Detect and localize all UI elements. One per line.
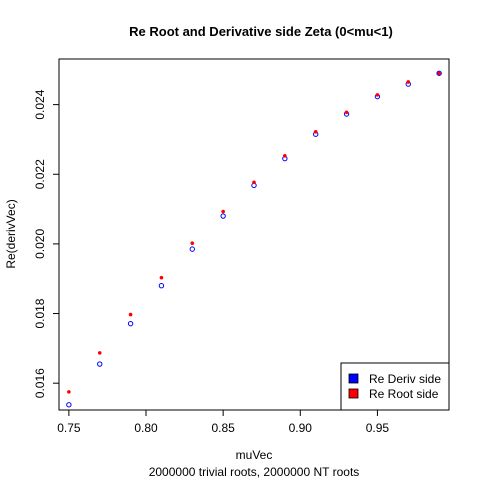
root-point xyxy=(128,312,133,317)
y-tick-label: 0.018 xyxy=(33,298,47,328)
deriv-point xyxy=(158,282,165,289)
deriv-point xyxy=(97,361,103,367)
x-tick-label: 0.90 xyxy=(289,421,313,435)
root-point xyxy=(97,351,102,355)
legend-box xyxy=(340,362,450,411)
x-tick-label: 0.80 xyxy=(134,421,158,435)
root-point xyxy=(221,209,225,214)
chart-title: Re Root and Derivative side Zeta (0<mu<1… xyxy=(129,24,393,39)
root-point xyxy=(159,275,164,280)
root-point xyxy=(283,154,287,158)
legend-swatch xyxy=(348,373,359,384)
root-point xyxy=(375,93,380,97)
legend-label: Re Deriv side xyxy=(369,372,441,386)
legend-swatch xyxy=(348,388,359,399)
x-tick-label: 0.85 xyxy=(211,421,235,435)
x-axis-label: muVec xyxy=(236,448,273,462)
deriv-point xyxy=(66,402,72,408)
x-axis: 0.75 0.80 0.85 0.90 0.95 xyxy=(57,409,390,435)
y-tick-label: 0.016 xyxy=(33,368,47,398)
deriv-point xyxy=(220,213,226,219)
root-point xyxy=(190,241,195,246)
root-point xyxy=(313,129,318,134)
plot-frame xyxy=(58,58,450,411)
root-point xyxy=(344,110,349,115)
y-tick-label: 0.022 xyxy=(33,159,47,189)
root-point xyxy=(437,71,441,76)
deriv-point xyxy=(127,320,134,327)
x-tick-label: 0.95 xyxy=(366,421,390,435)
x-tick-label: 0.75 xyxy=(57,421,81,435)
y-axis: 0.016 0.018 0.020 0.022 0.024 xyxy=(33,89,60,398)
y-tick-label: 0.020 xyxy=(33,229,47,259)
legend-label: Re Root side xyxy=(369,387,439,401)
deriv-point xyxy=(436,70,442,76)
y-axis-label: Re(derivVec) xyxy=(4,199,18,268)
root-point xyxy=(406,80,411,84)
y-tick-label: 0.024 xyxy=(33,89,47,119)
deriv-point xyxy=(189,246,195,252)
chart-subtitle: 2000000 trivial roots, 2000000 NT roots xyxy=(149,465,360,479)
root-point xyxy=(252,180,256,185)
root-point xyxy=(67,390,71,394)
data-points xyxy=(66,70,442,408)
